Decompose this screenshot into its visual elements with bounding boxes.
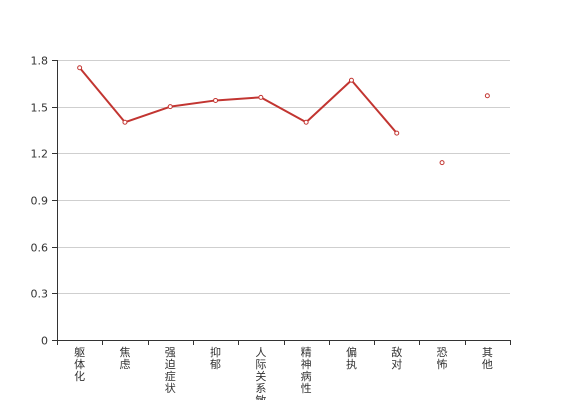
y-tick-label-6: 1.8 (31, 55, 49, 68)
data-point-8 (439, 160, 445, 166)
x-tick-label-8: 恐怖 (437, 346, 448, 371)
y-tick-label-2: 0.6 (31, 242, 49, 255)
y-tick-label-1: 0.3 (31, 288, 49, 301)
y-tick-label-5: 1.5 (31, 102, 49, 115)
y-tick-label-3: 0.9 (31, 195, 49, 208)
data-point-4 (258, 94, 264, 100)
x-tick-label-3: 抑郁 (210, 345, 221, 371)
x-tick-label-2: 强迫症状 (165, 346, 176, 395)
y-tick-label-4: 1.2 (31, 148, 49, 161)
data-point-5 (303, 119, 309, 125)
x-tick-label-0: 躯体化 (74, 346, 85, 383)
data-point-2 (167, 104, 173, 110)
x-tick-label-9: 其他 (482, 346, 493, 371)
data-point-1 (122, 119, 128, 125)
data-point-6 (348, 77, 354, 83)
y-tick-label-0: 0 (41, 335, 48, 348)
data-point-3 (213, 97, 219, 103)
x-tick-label-5: 精神病性 (301, 346, 312, 395)
x-tick-label-1: 焦虑 (119, 346, 130, 371)
data-point-7 (394, 130, 400, 136)
data-point-9 (484, 93, 490, 99)
x-tick-label-4: 人际关系敏感 (255, 346, 266, 400)
series-line-segment-0 (78, 66, 398, 135)
data-point-0 (77, 65, 83, 71)
x-tick-label-6: 偏执 (346, 345, 357, 371)
x-tick-label-7: 敌对 (391, 345, 402, 371)
